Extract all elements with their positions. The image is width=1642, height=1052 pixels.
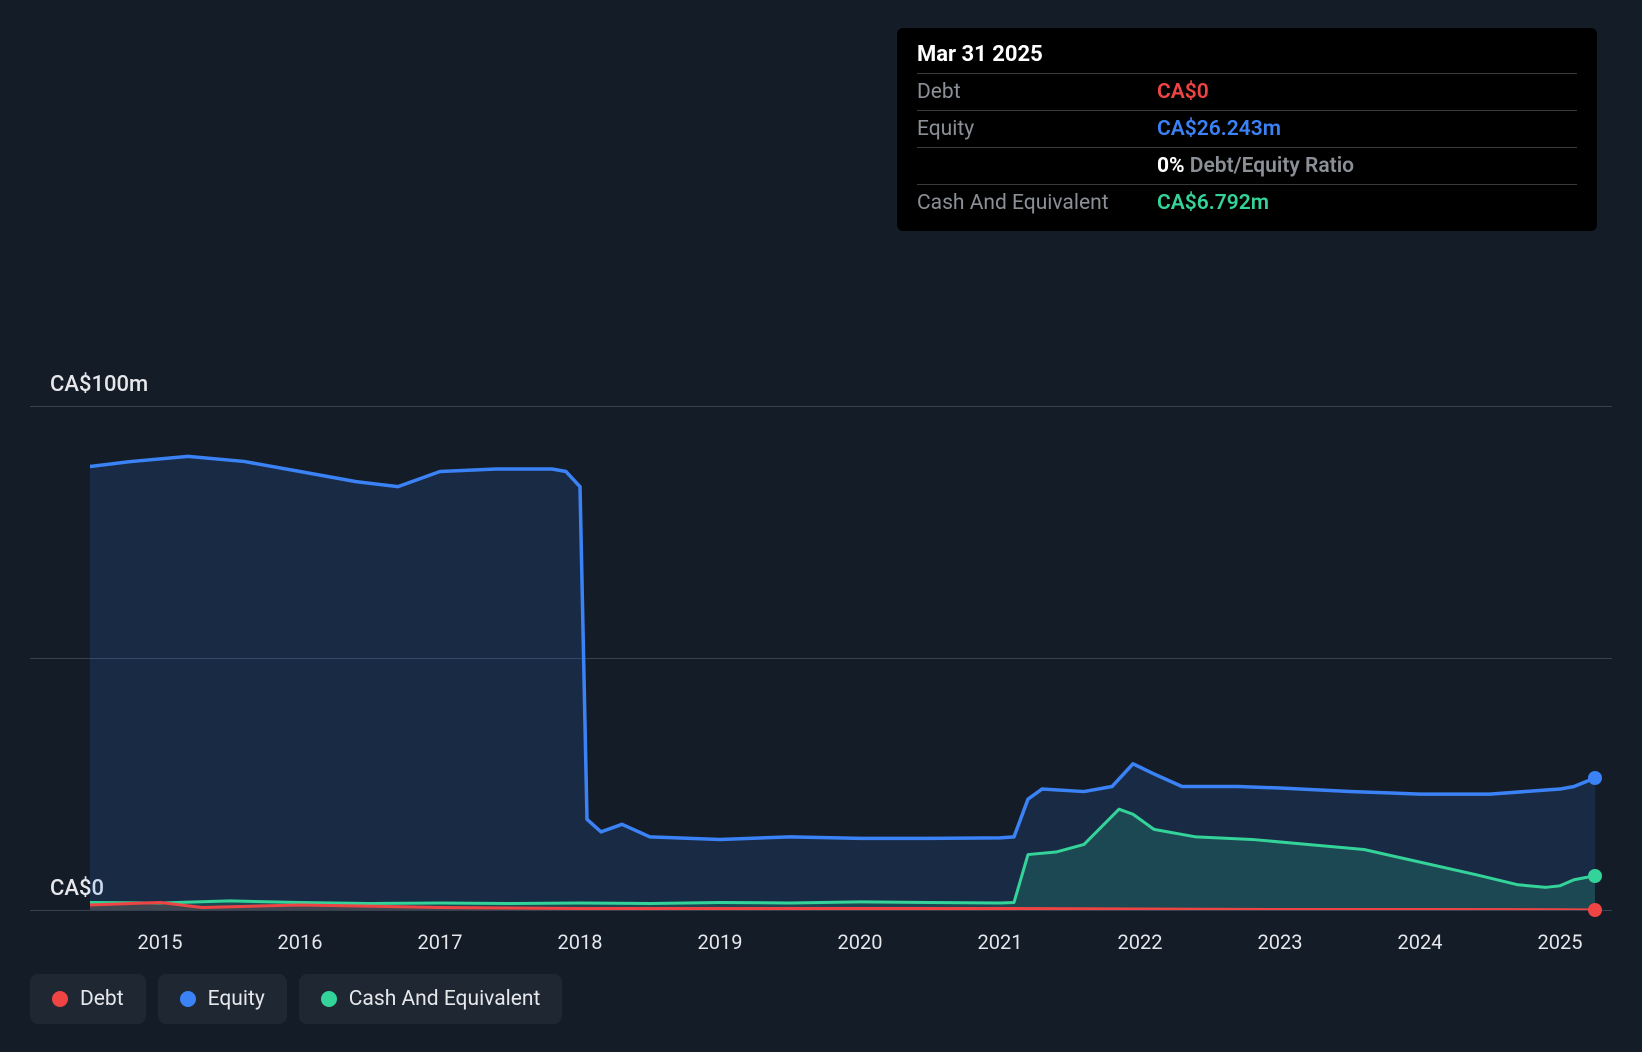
debt-equity-chart: Mar 31 2025 DebtCA$0EquityCA$26.243m0% D… — [30, 20, 1612, 1032]
tooltip-date: Mar 31 2025 — [917, 42, 1577, 74]
tooltip-row: DebtCA$0 — [917, 74, 1577, 111]
tooltip-key: Equity — [917, 117, 1157, 141]
tooltip-value: CA$0 — [1157, 80, 1209, 104]
tooltip-value: CA$6.792m — [1157, 191, 1269, 215]
xaxis-label: 2022 — [1118, 930, 1163, 954]
xaxis-label: 2025 — [1538, 930, 1583, 954]
legend-label: Equity — [208, 987, 265, 1011]
xaxis-label: 2021 — [978, 930, 1023, 954]
legend-label: Debt — [80, 987, 124, 1011]
legend-item-equity[interactable]: Equity — [158, 974, 287, 1024]
legend-dot-icon — [180, 991, 196, 1007]
legend-item-cash-and-equivalent[interactable]: Cash And Equivalent — [299, 974, 563, 1024]
tooltip-key: Cash And Equivalent — [917, 191, 1157, 215]
legend-item-debt[interactable]: Debt — [30, 974, 146, 1024]
tooltip-row: Cash And EquivalentCA$6.792m — [917, 185, 1577, 221]
tooltip-row: 0% Debt/Equity Ratio — [917, 148, 1577, 185]
xaxis-label: 2024 — [1398, 930, 1443, 954]
xaxis-label: 2023 — [1258, 930, 1303, 954]
chart-tooltip: Mar 31 2025 DebtCA$0EquityCA$26.243m0% D… — [897, 28, 1597, 231]
xaxis-label: 2017 — [418, 930, 463, 954]
xaxis-label: 2019 — [698, 930, 743, 954]
legend-label: Cash And Equivalent — [349, 987, 541, 1011]
series-end-dot-cash — [1588, 869, 1602, 883]
tooltip-annotation: 0% Debt/Equity Ratio — [1157, 154, 1354, 178]
legend-dot-icon — [52, 991, 68, 1007]
plot-area[interactable] — [90, 280, 1630, 910]
xaxis-label: 2016 — [278, 930, 323, 954]
xaxis-label: 2015 — [138, 930, 183, 954]
xaxis-label: 2018 — [558, 930, 603, 954]
xaxis-label: 2020 — [838, 930, 883, 954]
series-area-equity — [90, 456, 1595, 910]
tooltip-key: Debt — [917, 80, 1157, 104]
gridline — [30, 910, 1612, 911]
series-end-dot-equity — [1588, 771, 1602, 785]
tooltip-row: EquityCA$26.243m — [917, 111, 1577, 148]
tooltip-key — [917, 154, 1157, 178]
tooltip-value: CA$26.243m — [1157, 117, 1281, 141]
series-end-dot-debt — [1588, 903, 1602, 917]
legend-dot-icon — [321, 991, 337, 1007]
chart-legend: Debt Equity Cash And Equivalent — [30, 974, 562, 1024]
